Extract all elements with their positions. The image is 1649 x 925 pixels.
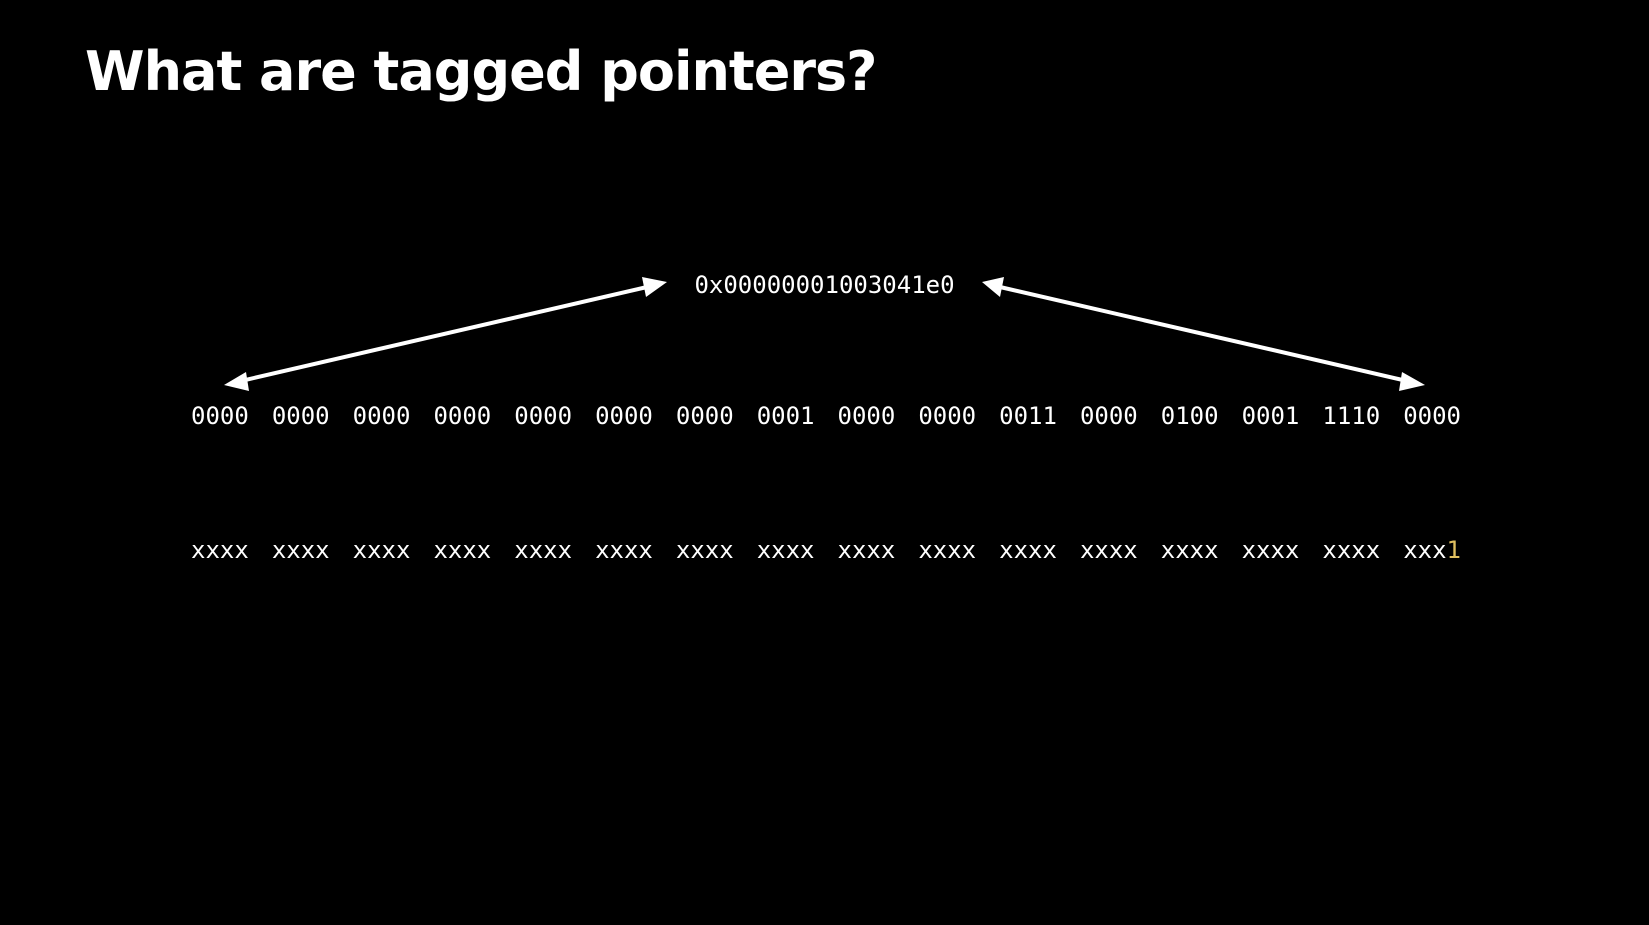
slide-title: What are tagged pointers? (85, 40, 877, 103)
binary-representation: 0000 0000 0000 0000 0000 0000 0000 0001 … (191, 399, 1461, 433)
mask-nibble: xxxx (918, 536, 977, 564)
binary-nibble: 0100 (1160, 402, 1219, 430)
mask-nibble: xxxx (1241, 536, 1300, 564)
mask-nibble: xxxx (837, 536, 896, 564)
mask-nibble: xxxx (352, 536, 411, 564)
binary-nibble: 1110 (1322, 402, 1381, 430)
binary-nibble: 0000 (352, 402, 411, 430)
binary-nibble: 0000 (675, 402, 734, 430)
binary-nibble: 0001 (1241, 402, 1300, 430)
tag-bit: 1 (1446, 536, 1461, 564)
mask-nibble: xxxx (271, 536, 330, 564)
binary-nibble: 0000 (271, 402, 330, 430)
mask-nibble: xxxx (1160, 536, 1219, 564)
binary-nibble: 0001 (756, 402, 815, 430)
mask-nibble: xxxx (191, 536, 249, 564)
mask-last-prefix: xxx (1403, 536, 1447, 564)
mask-nibble: xxxx (675, 536, 734, 564)
binary-nibble: 0000 (514, 402, 573, 430)
pointer-hex-value: 0x00000001003041e0 (694, 271, 955, 299)
binary-nibble: 0011 (999, 402, 1057, 430)
mask-nibble: xxxx (999, 536, 1057, 564)
binary-nibble: 0000 (191, 402, 249, 430)
mask-nibble: xxxx (433, 536, 492, 564)
binary-nibble: 0000 (918, 402, 977, 430)
binary-nibble: 0000 (1079, 402, 1138, 430)
mask-nibble: xxxx (756, 536, 815, 564)
binary-nibble: 0000 (433, 402, 492, 430)
mask-nibble: xxxx (1322, 536, 1381, 564)
mask-last-nibble: xxx1 (1403, 533, 1461, 567)
binary-nibble: 0000 (1403, 402, 1461, 430)
mask-nibble: xxxx (1079, 536, 1138, 564)
tag-mask-representation: xxxx xxxx xxxx xxxx xxxx xxxx xxxx xxxx … (191, 533, 1461, 567)
binary-nibble: 0000 (837, 402, 896, 430)
binary-nibble: 0000 (595, 402, 653, 430)
mask-nibble: xxxx (514, 536, 573, 564)
mask-nibble: xxxx (595, 536, 653, 564)
